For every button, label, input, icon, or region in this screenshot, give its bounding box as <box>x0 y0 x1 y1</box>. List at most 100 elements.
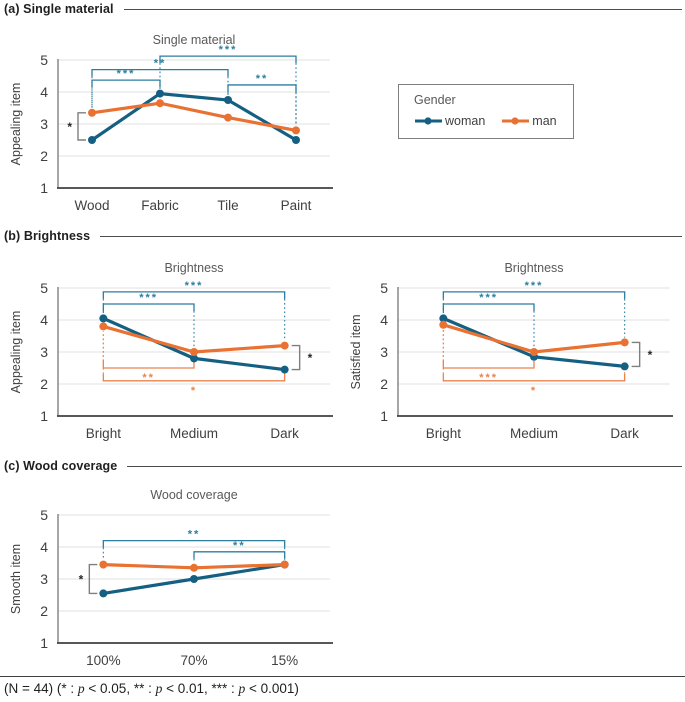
significance-bracket: ** <box>102 529 286 560</box>
data-point-marker <box>99 589 108 598</box>
pairwise-significance-label: * <box>648 348 653 362</box>
pairwise-bracket: * <box>67 112 86 141</box>
data-point-marker <box>280 365 289 374</box>
legend-item-woman-label: woman <box>445 114 486 128</box>
chart-brightness-satisfied: Brightness Satisfied item 1 2 3 4 5 Bright Mediu… <box>340 256 685 454</box>
significance-bracket: *** <box>159 44 297 126</box>
data-point-marker <box>190 575 198 583</box>
legend-item-man-label: man <box>532 114 557 128</box>
chart-title: Brightness <box>504 261 563 275</box>
data-point-marker <box>88 108 96 117</box>
y-tick-label: 1 <box>380 408 388 424</box>
significance-bracket: * <box>442 329 626 397</box>
section-b-label: (b) Brightness <box>4 229 91 243</box>
series-man <box>439 320 629 356</box>
section-c-rule <box>127 465 682 467</box>
y-tick-label: 5 <box>380 280 388 296</box>
significance-label: *** <box>219 44 238 56</box>
data-point-marker <box>88 136 96 144</box>
brightness-appealing-chart-svg: Brightness Appealing item 1 2 3 4 5 Bright Mediu… <box>9 261 333 441</box>
section-a-label: (a) Single material <box>4 2 114 16</box>
y-axis-label: Appealing item <box>9 83 23 166</box>
series-line <box>91 101 297 132</box>
significance-label: * <box>531 385 537 397</box>
y-tick-label: 1 <box>40 180 48 196</box>
significance-label: *** <box>185 280 204 292</box>
data-point-marker <box>292 126 300 135</box>
x-category-label: 100% <box>86 653 121 668</box>
significance-label: *** <box>117 68 136 80</box>
legend-title: Gender <box>414 93 456 107</box>
x-category-label: Medium <box>510 426 558 441</box>
data-point-marker <box>190 348 198 356</box>
section-b-rule <box>100 235 682 237</box>
y-tick-label: 3 <box>40 571 48 587</box>
data-point-marker <box>156 89 164 98</box>
y-tick-label: 3 <box>380 344 388 360</box>
data-point-marker <box>620 362 629 371</box>
pairwise-bracket: * <box>631 341 653 368</box>
x-category-label: Bright <box>426 426 462 441</box>
data-point-marker <box>190 563 198 572</box>
series-man <box>99 322 289 356</box>
significance-label: ** <box>142 372 155 384</box>
data-point-marker <box>99 322 108 331</box>
x-category-label: Paint <box>281 198 312 213</box>
section-a-rule <box>123 8 682 10</box>
y-tick-label: 1 <box>40 408 48 424</box>
data-point-marker <box>292 136 300 144</box>
legend-items: woman man <box>414 114 563 128</box>
data-point-marker <box>224 96 232 104</box>
chart-wood-coverage: Wood coverage Smooth item 1 2 3 4 5 100% 70% 15% *… <box>0 483 345 681</box>
y-tick-label: 3 <box>40 116 48 132</box>
y-tick-label: 2 <box>40 376 48 392</box>
pairwise-bracket: * <box>79 563 98 595</box>
y-tick-label: 4 <box>40 539 48 555</box>
brightness-satisfied-chart-svg: Brightness Satisfied item 1 2 3 4 5 Bright Mediu… <box>349 261 673 441</box>
x-category-label: Bright <box>86 426 122 441</box>
y-tick-label: 3 <box>40 344 48 360</box>
wood-coverage-chart-svg: Wood coverage Smooth item 1 2 3 4 5 100% 70% 15% *… <box>9 488 333 668</box>
significance-label: ** <box>233 540 246 552</box>
section-c-label: (c) Wood coverage <box>4 459 118 473</box>
x-category-label: Fabric <box>141 198 179 213</box>
y-axis-label: Smooth item <box>9 544 23 614</box>
y-axis-label: Appealing item <box>9 311 23 394</box>
data-point-marker <box>439 320 448 329</box>
series-man <box>99 560 289 572</box>
series-woman <box>99 314 289 374</box>
woman-line-marker-icon <box>415 117 442 125</box>
significance-bracket: * <box>102 331 286 397</box>
x-category-label: Wood <box>74 198 109 213</box>
x-category-label: Medium <box>170 426 218 441</box>
significance-label: *** <box>479 372 498 384</box>
chart-brightness-appealing: Brightness Appealing item 1 2 3 4 5 Bright Mediu… <box>0 256 345 454</box>
data-point-marker <box>620 338 629 347</box>
x-category-label: Dark <box>270 426 299 441</box>
y-tick-label: 1 <box>40 635 48 651</box>
data-point-marker <box>530 348 538 356</box>
data-point-marker <box>224 113 232 122</box>
significance-label: ** <box>256 73 269 85</box>
y-tick-label: 5 <box>40 52 48 68</box>
significance-bracket: *** <box>102 280 286 341</box>
section-header-b: (b) Brightness <box>4 229 682 243</box>
y-tick-label: 4 <box>380 312 388 328</box>
data-point-marker <box>190 354 198 363</box>
y-tick-label: 2 <box>380 376 388 392</box>
significance-bracket: ** <box>193 540 286 563</box>
pairwise-bracket: * <box>291 344 313 371</box>
series-line <box>91 91 297 142</box>
x-category-label: 70% <box>180 653 207 668</box>
section-header-c: (c) Wood coverage <box>4 459 682 473</box>
data-point-marker <box>280 341 289 350</box>
y-axis-label: Satisfied item <box>349 314 363 389</box>
data-point-marker <box>99 314 108 323</box>
significance-bracket: ** <box>227 73 297 126</box>
x-category-label: Dark <box>610 426 639 441</box>
man-line-marker-icon <box>502 117 530 125</box>
series-man <box>88 99 300 135</box>
series-woman <box>88 89 300 144</box>
significance-label: *** <box>479 292 498 304</box>
